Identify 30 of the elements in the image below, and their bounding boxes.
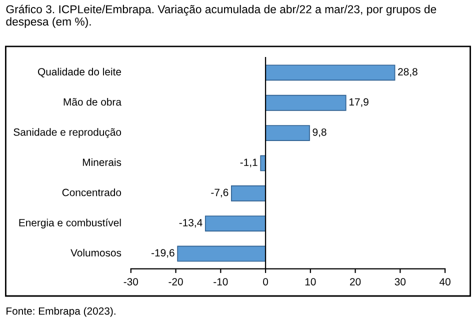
y-tick-label: Qualidade do leite <box>38 68 122 78</box>
bar <box>265 125 310 141</box>
y-tick-label: Minerais <box>82 158 122 166</box>
x-tick-label: 10 <box>305 278 316 286</box>
bar <box>265 94 346 111</box>
x-tick-label: 30 <box>394 278 406 286</box>
source-note: Fonte: Embrapa (2023). <box>6 307 116 317</box>
data-label: -1,1 <box>240 158 258 168</box>
bar <box>177 246 266 262</box>
y-tick-label: Sanidade e reprodução <box>14 128 122 138</box>
y-tick-label: Mão de obra <box>64 98 122 106</box>
data-label: -13,4 <box>179 218 202 228</box>
x-tick-label: 20 <box>350 278 361 286</box>
data-label: 17,9 <box>349 98 368 107</box>
x-tick-label: 0 <box>263 278 268 286</box>
chart-title: Gráfico 3. ICPLeite/Embrapa. Variação acumulada de abr/22 a mar/23, por grupos de despesa (em %). <box>6 4 436 28</box>
y-tick-label: Concentrado <box>62 188 122 196</box>
data-label: 28,8 <box>398 68 418 77</box>
x-tick-label: -30 <box>124 278 138 286</box>
data-label: -19,6 <box>152 249 174 258</box>
x-tick-label: -10 <box>214 278 228 286</box>
x-tick-label: 40 <box>440 278 450 286</box>
y-tick-label: Energia e combustível <box>19 218 121 228</box>
bar <box>265 64 396 81</box>
bar <box>231 185 266 202</box>
bar <box>204 216 266 232</box>
data-label: -7,6 <box>211 188 228 198</box>
data-label: 9,8 <box>312 128 326 138</box>
x-tick-label: -20 <box>168 278 183 286</box>
y-tick-label: Volumosos <box>70 248 122 257</box>
